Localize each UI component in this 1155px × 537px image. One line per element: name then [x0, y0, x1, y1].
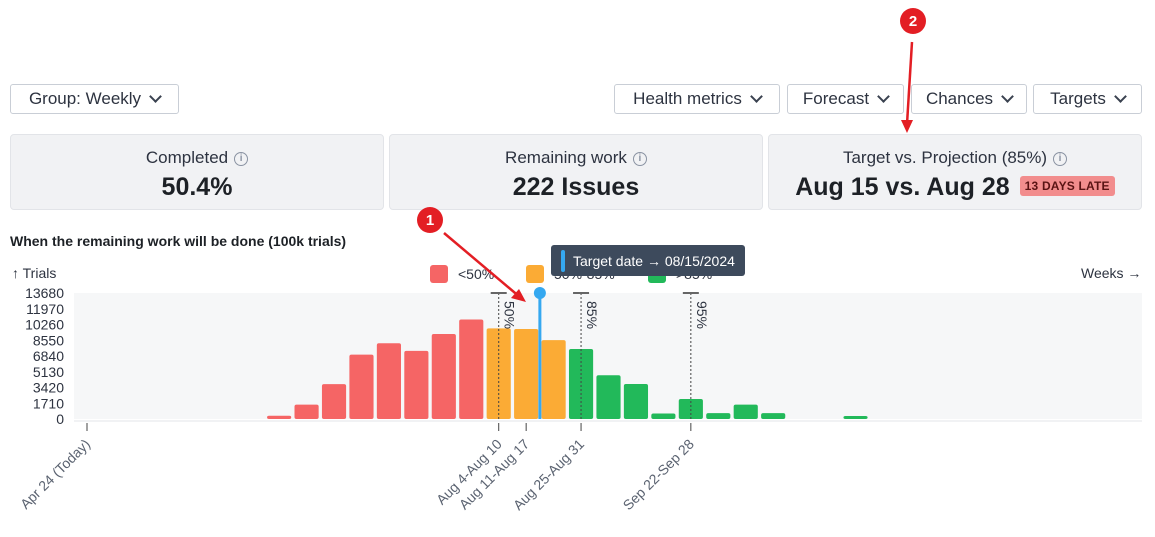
histogram-bar[interactable] [761, 413, 786, 419]
histogram-bar[interactable] [568, 349, 594, 419]
group-dropdown-label: Group: Weekly [28, 89, 142, 108]
target-date-handle[interactable] [533, 287, 546, 299]
legend-swatch-mid [526, 265, 544, 283]
annotation-arrowhead-2 [901, 120, 913, 133]
histogram-bar[interactable] [349, 354, 374, 419]
chart-caption: When the remaining work will be done (10… [10, 233, 347, 249]
annotation-arrowhead-1 [511, 289, 526, 302]
health-metrics-label: Health metrics [633, 89, 742, 108]
percentile-label: 95% [694, 301, 710, 329]
histogram-bar[interactable] [623, 384, 649, 419]
histogram-bar[interactable] [541, 340, 566, 419]
remaining-card-label-row: Remaining work i [390, 148, 762, 168]
completed-card: Completed i 50.4% [10, 134, 384, 210]
y-tick-label: 13680 [25, 285, 64, 301]
y-tick-label: 0 [56, 411, 64, 427]
legend-swatch-low [430, 265, 448, 283]
targets-dropdown[interactable]: Targets [1033, 84, 1142, 114]
annotation-marker-1: 1 [417, 207, 443, 233]
target-value-row: Aug 15 vs. Aug 28 13 DAYS LATE [769, 173, 1141, 202]
target-value: Aug 15 vs. Aug 28 [795, 173, 1010, 201]
remaining-label: Remaining work [505, 148, 627, 167]
histogram-bar[interactable] [321, 384, 347, 419]
y-tick-label: 8550 [33, 332, 64, 348]
completed-card-label-row: Completed i [11, 148, 383, 168]
info-icon[interactable]: i [1053, 152, 1068, 166]
histogram-bar[interactable] [376, 343, 401, 419]
target-card-label-row: Target vs. Projection (85%) i [769, 148, 1141, 168]
x-tick-label: Sep 22-Sep 28 [620, 436, 698, 514]
completed-value: 50.4% [161, 173, 233, 201]
histogram-bar[interactable] [514, 329, 539, 419]
targets-label: Targets [1050, 89, 1106, 108]
remaining-work-card: Remaining work i 222 Issues [389, 134, 763, 210]
histogram-bar[interactable] [733, 404, 758, 419]
target-date-tooltip: Target date → 08/15/2024 [551, 245, 745, 276]
y-tick-label: 11970 [26, 301, 64, 317]
tooltip-text: Target date → 08/15/2024 [573, 252, 735, 269]
completed-label: Completed [145, 148, 229, 167]
info-icon[interactable]: i [234, 152, 249, 166]
legend-label-low: <50% [458, 266, 495, 282]
y-axis-header: ↑ Trials [12, 265, 57, 281]
target-projection-card: Target vs. Projection (85%) i Aug 15 vs. … [768, 134, 1142, 210]
histogram-bar[interactable] [267, 415, 292, 419]
tooltip-color-bar [561, 249, 565, 272]
annotation-arrow-1 [443, 232, 522, 299]
histogram-bar[interactable] [596, 375, 621, 419]
histogram-bar[interactable] [294, 404, 319, 419]
annotation-marker-2: 2 [900, 8, 926, 34]
y-tick-label: 10260 [25, 317, 64, 333]
x-tick-label: Apr 24 (Today) [17, 436, 93, 512]
y-tick-label: 3420 [33, 380, 64, 396]
group-dropdown[interactable]: Group: Weekly [10, 84, 179, 114]
percentile-label: 50% [502, 301, 518, 329]
histogram-bar[interactable] [706, 413, 731, 419]
histogram-bar[interactable] [431, 333, 456, 419]
legend-item-low[interactable]: <50% [430, 265, 494, 283]
target-label: Target vs. Projection (85%) [842, 148, 1048, 167]
histogram-bar[interactable] [843, 416, 868, 419]
percentile-label: 85% [584, 301, 600, 329]
histogram-bar[interactable] [651, 413, 676, 419]
x-axis-header: Weeks → [1081, 265, 1142, 281]
forecast-label: Forecast [802, 89, 870, 108]
chances-label: Chances [925, 89, 994, 108]
y-tick-label: 5130 [33, 364, 64, 380]
histogram-bar[interactable] [404, 350, 429, 419]
chances-dropdown[interactable]: Chances [911, 84, 1027, 114]
y-tick-label: 6840 [33, 348, 64, 364]
histogram-bar[interactable] [459, 319, 484, 419]
info-icon[interactable]: i [632, 152, 647, 166]
annotation-arrow-2 [905, 41, 914, 125]
remaining-value: 222 Issues [512, 173, 640, 201]
y-tick-label: 1710 [33, 395, 64, 411]
late-badge: 13 DAYS LATE [1019, 176, 1115, 196]
forecast-dropdown[interactable]: Forecast [787, 84, 904, 114]
health-metrics-dropdown[interactable]: Health metrics [614, 84, 780, 114]
